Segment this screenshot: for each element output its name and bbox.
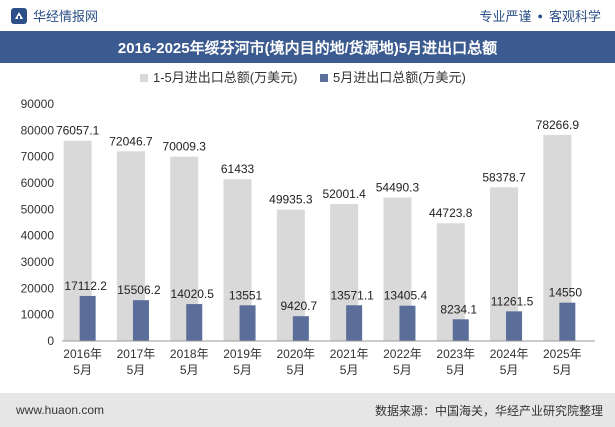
x-tick-label-year: 2024年 xyxy=(490,347,529,361)
x-tick-label-month: 5月 xyxy=(73,363,92,377)
brand-name: 华经情报网 xyxy=(33,9,99,24)
y-tick-label: 50000 xyxy=(21,202,55,216)
x-tick-label-year: 2017年 xyxy=(117,347,156,361)
data-label-monthly: 11261.5 xyxy=(491,294,534,308)
bar-monthly xyxy=(292,316,309,341)
chart-title: 2016-2025年绥芬河市(境内目的地/货源地)5月进出口总额 xyxy=(117,39,498,57)
x-tick-label-year: 2019年 xyxy=(223,347,262,361)
y-axis: 0 10000 20000 30000 40000 50000 60000 70000 8000… xyxy=(21,97,55,348)
data-label-cumulative: 78266.9 xyxy=(536,118,580,132)
bar-series: 76057.1 17112.2 72046.7 15506.2 70009.3 14020… xyxy=(56,118,582,341)
chart-title-bar: 2016-2025年绥芬河市(境内目的地/货源地)5月进出口总额 xyxy=(0,31,615,63)
bar-monthly xyxy=(399,305,416,341)
bar-monthly xyxy=(239,305,256,341)
data-label-cumulative: 44723.8 xyxy=(429,206,473,220)
data-label-monthly: 17112.2 xyxy=(64,279,107,293)
bar-monthly xyxy=(346,305,363,341)
tagline: 专业严谨 ● 客观科学 xyxy=(480,6,601,25)
data-source: 数据来源：中国海关，华经产业研究院整理 xyxy=(374,403,603,418)
x-tick-label-year: 2020年 xyxy=(276,347,315,361)
x-tick-label-month: 5月 xyxy=(287,363,306,377)
bar-monthly xyxy=(452,319,469,341)
x-axis: 2016年 5月 2017年 5月 2018年 5月 2019年 5月 2020年 5月 2021年… xyxy=(62,340,595,377)
y-tick-label: 0 xyxy=(47,334,54,348)
bar-monthly xyxy=(559,302,576,341)
x-tick-label-year: 2023年 xyxy=(436,347,475,361)
tagline-left: 专业严谨 xyxy=(479,9,532,24)
x-tick-label-month: 5月 xyxy=(340,363,359,377)
data-label-monthly: 13405.4 xyxy=(384,289,428,303)
legend-swatch-2 xyxy=(320,74,328,82)
x-tick-label-month: 5月 xyxy=(393,363,412,377)
legend-label-1: 1-5月进出口总额(万美元) xyxy=(153,70,297,85)
huajing-logo-icon xyxy=(11,7,27,24)
x-tick-label-year: 2021年 xyxy=(330,347,369,361)
data-label-cumulative: 72046.7 xyxy=(109,134,153,148)
data-label-cumulative: 61433 xyxy=(221,162,255,176)
x-tick-label-month: 5月 xyxy=(180,363,199,377)
data-label-monthly: 14550 xyxy=(549,286,583,300)
bar-chart: 1-5月进出口总额(万美元) 5月进出口总额(万美元) 0 10000 20000 30… xyxy=(21,70,595,377)
x-tick-label-year: 2025年 xyxy=(543,347,582,361)
x-tick-label-month: 5月 xyxy=(553,363,572,377)
bar-monthly xyxy=(506,311,523,341)
data-label-cumulative: 49935.3 xyxy=(269,193,313,207)
data-label-monthly: 9420.7 xyxy=(280,299,317,313)
data-label-cumulative: 58378.7 xyxy=(482,170,526,184)
tagline-right: 客观科学 xyxy=(548,9,601,24)
data-label-monthly: 13551 xyxy=(229,288,263,302)
tagline-separator: ● xyxy=(537,10,543,21)
chart-legend: 1-5月进出口总额(万美元) 5月进出口总额(万美元) xyxy=(140,70,466,85)
x-tick-label-year: 2022年 xyxy=(383,347,422,361)
x-tick-label-year: 2018年 xyxy=(170,347,209,361)
footer-url[interactable]: www.huaon.com xyxy=(16,403,105,417)
brand[interactable]: 华经情报网 xyxy=(10,6,98,25)
top-bar: 华经情报网 专业严谨 ● 客观科学 xyxy=(0,0,615,31)
data-label-cumulative: 54490.3 xyxy=(376,181,420,195)
y-tick-label: 10000 xyxy=(21,308,55,322)
bar-monthly xyxy=(186,304,203,341)
y-tick-label: 90000 xyxy=(21,97,55,111)
x-tick-label-month: 5月 xyxy=(127,363,146,377)
x-tick-label-month: 5月 xyxy=(446,363,465,377)
bar-monthly xyxy=(79,295,96,341)
data-label-cumulative: 52001.4 xyxy=(322,187,366,201)
x-tick-label-month: 5月 xyxy=(500,363,519,377)
data-label-cumulative: 70009.3 xyxy=(163,140,207,154)
legend-swatch-1 xyxy=(140,74,148,82)
y-tick-label: 20000 xyxy=(21,281,55,295)
y-tick-label: 80000 xyxy=(21,123,55,137)
legend-label-2: 5月进出口总额(万美元) xyxy=(333,70,466,85)
x-tick-label-year: 2016年 xyxy=(63,347,102,361)
data-label-monthly: 14020.5 xyxy=(171,287,215,301)
data-label-monthly: 15506.2 xyxy=(117,283,161,297)
bar-monthly xyxy=(132,300,149,341)
y-tick-label: 40000 xyxy=(21,229,55,243)
data-label-cumulative: 76057.1 xyxy=(56,124,100,138)
y-tick-label: 30000 xyxy=(21,255,55,269)
data-label-monthly: 13571.1 xyxy=(330,288,374,302)
y-tick-label: 70000 xyxy=(21,150,55,164)
y-tick-label: 60000 xyxy=(21,176,55,190)
x-tick-label-month: 5月 xyxy=(233,363,252,377)
footer-bar: www.huaon.com 数据来源：中国海关，华经产业研究院整理 xyxy=(0,393,615,427)
data-label-monthly: 8234.1 xyxy=(440,302,477,316)
